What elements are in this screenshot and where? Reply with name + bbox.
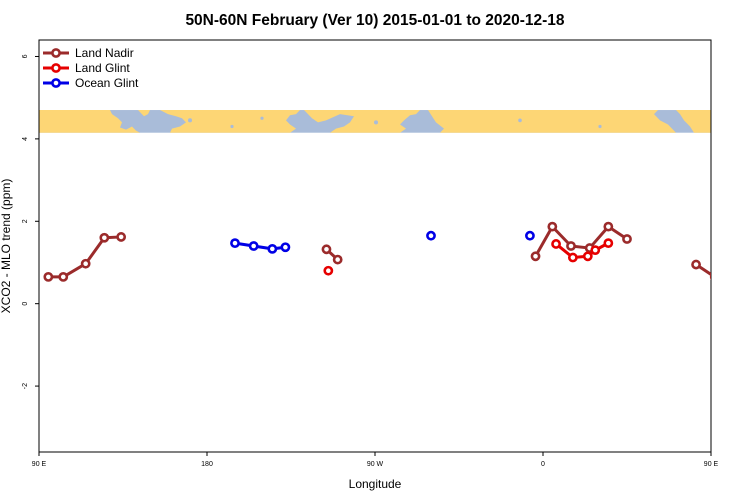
legend-marker [51, 48, 61, 58]
data-point [80, 258, 91, 269]
series-line [695, 263, 711, 277]
y-tick-label: 6 [22, 54, 29, 58]
data-point [530, 251, 541, 262]
data-point [267, 243, 278, 254]
y-tick-label: 2 [22, 219, 29, 223]
legend-label: Land Nadir [75, 46, 134, 60]
legend-marker [51, 78, 61, 88]
series-layer [43, 221, 735, 282]
data-point [280, 242, 291, 253]
series-land-glint [323, 238, 614, 276]
chart-title: 50N-60N February (Ver 10) 2015-01-01 to … [185, 12, 564, 29]
series-ocean-glint [230, 230, 535, 254]
data-point [116, 232, 127, 242]
x-axis: 90 E 180 90 W 0 90 E [32, 452, 719, 468]
x-tick-label: 180 [201, 461, 213, 468]
data-point [709, 273, 711, 281]
data-point [323, 265, 334, 276]
legend-item: Ocean Glint [43, 76, 139, 90]
x-axis-label: Longitude [349, 477, 402, 491]
series-land-nadir [43, 221, 735, 282]
series-line [555, 241, 610, 260]
x-tick-label: 90 E [704, 461, 719, 468]
legend-item: Land Nadir [43, 46, 134, 60]
y-tick-label: 4 [22, 137, 29, 141]
data-point [99, 232, 110, 243]
x-tick-label: 90 E [32, 461, 47, 468]
data-point [590, 245, 601, 256]
map-islands [188, 116, 602, 129]
data-point [426, 230, 436, 241]
data-point [525, 230, 535, 241]
data-point [691, 259, 701, 270]
data-point [230, 238, 240, 249]
series-line [234, 241, 286, 251]
data-point [567, 252, 578, 263]
data-point [603, 238, 614, 249]
legend-item: Land Glint [43, 61, 130, 75]
data-point [582, 251, 593, 262]
series-line [534, 225, 628, 258]
data-point [321, 244, 332, 255]
data-point [603, 221, 614, 232]
y-tick-label: 0 [22, 302, 29, 306]
data-point [332, 254, 343, 265]
y-axis: -2 0 2 4 6 [22, 54, 39, 389]
data-point [566, 241, 576, 251]
data-point [622, 234, 632, 244]
data-point [58, 271, 69, 282]
data-point [728, 273, 735, 280]
x-tick-label: 90 W [367, 461, 384, 468]
legend-marker [51, 63, 61, 73]
data-point [248, 241, 259, 251]
world-map-strip [39, 110, 711, 133]
map-land [39, 110, 711, 133]
x-tick-label: 0 [541, 461, 545, 468]
legend-label: Land Glint [75, 61, 130, 75]
legend-label: Ocean Glint [75, 76, 139, 90]
data-point [551, 239, 561, 249]
series-line [48, 235, 122, 279]
data-point [547, 221, 558, 232]
data-point [43, 271, 54, 282]
y-tick-label: -2 [22, 383, 29, 389]
y-axis-label: XCO2 - MLO trend (ppm) [0, 179, 13, 314]
